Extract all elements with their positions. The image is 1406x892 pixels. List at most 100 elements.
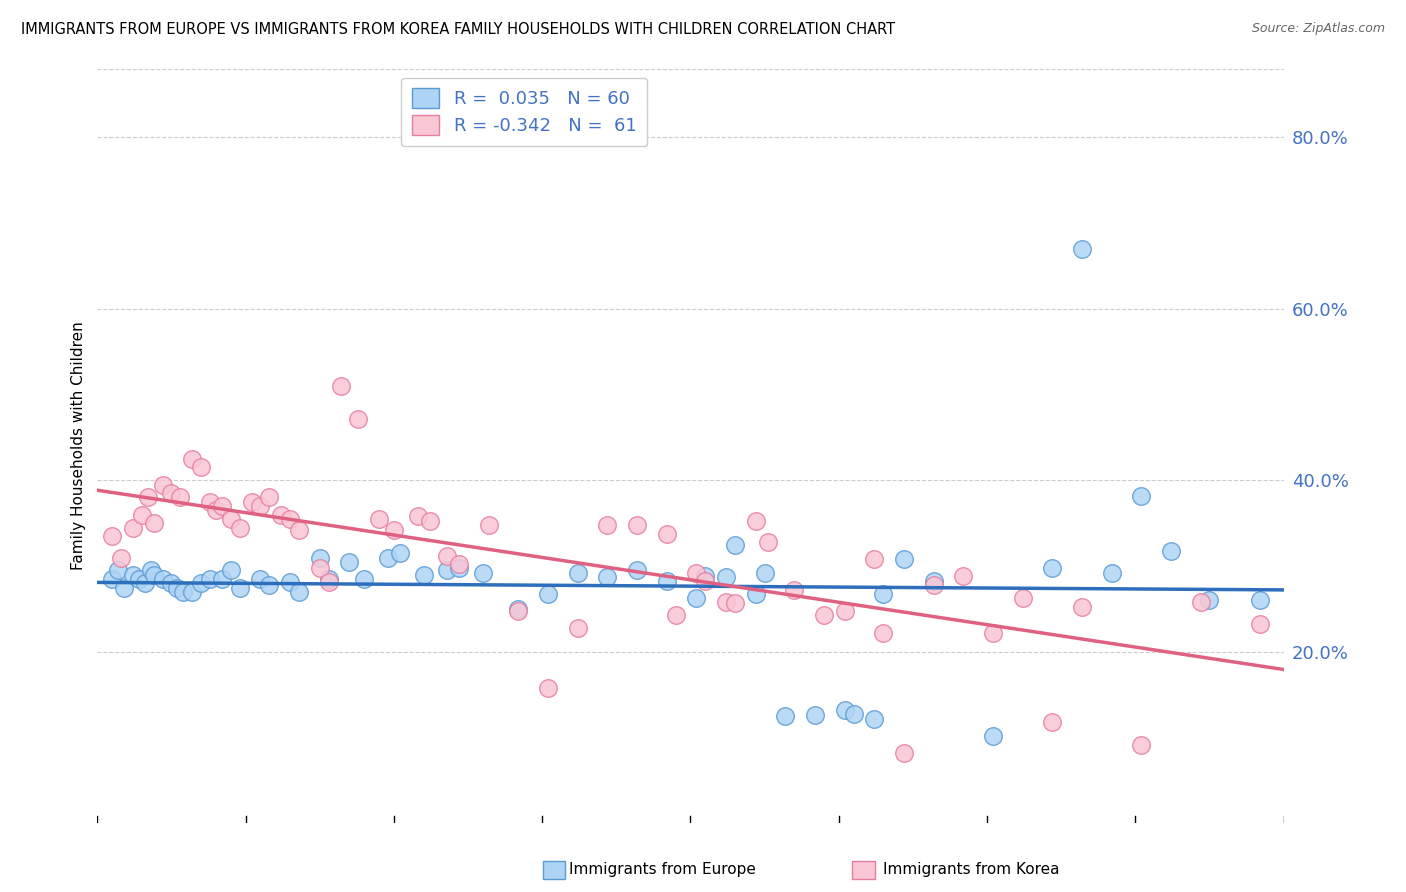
Point bbox=[695, 574, 717, 588]
Point bbox=[655, 526, 678, 541]
Point bbox=[142, 567, 165, 582]
Point bbox=[347, 411, 370, 425]
Point bbox=[952, 569, 974, 583]
Point bbox=[893, 552, 915, 566]
Point bbox=[685, 591, 707, 605]
Point bbox=[775, 709, 797, 723]
Point bbox=[166, 581, 188, 595]
Point bbox=[382, 523, 405, 537]
Point bbox=[198, 572, 221, 586]
Point bbox=[449, 558, 471, 572]
Point bbox=[278, 574, 301, 589]
Point bbox=[1198, 593, 1220, 607]
Y-axis label: Family Households with Children: Family Households with Children bbox=[72, 322, 86, 570]
Point bbox=[288, 523, 311, 537]
Point bbox=[228, 520, 250, 534]
Point bbox=[181, 585, 204, 599]
Point bbox=[152, 477, 174, 491]
Point bbox=[211, 572, 233, 586]
Point bbox=[449, 561, 471, 575]
Point bbox=[1160, 543, 1182, 558]
Point bbox=[754, 566, 776, 580]
Point bbox=[329, 379, 352, 393]
Point bbox=[152, 572, 174, 586]
Point bbox=[685, 566, 707, 580]
Point bbox=[190, 576, 212, 591]
Point bbox=[249, 572, 271, 586]
Point bbox=[863, 552, 886, 566]
Point bbox=[169, 491, 191, 505]
Point bbox=[219, 512, 242, 526]
Point bbox=[537, 586, 560, 600]
Point bbox=[471, 566, 494, 580]
Point bbox=[139, 563, 162, 577]
Point bbox=[596, 570, 619, 584]
Point bbox=[863, 712, 886, 726]
Point bbox=[508, 604, 530, 618]
Point bbox=[122, 567, 145, 582]
Point bbox=[181, 451, 204, 466]
Point bbox=[1011, 591, 1033, 605]
Point bbox=[308, 550, 330, 565]
Point bbox=[922, 578, 945, 592]
Point bbox=[418, 515, 440, 529]
Point bbox=[1101, 566, 1123, 580]
Point bbox=[695, 569, 717, 583]
Point bbox=[813, 607, 835, 622]
Point bbox=[1189, 595, 1212, 609]
Point bbox=[249, 499, 271, 513]
Point bbox=[783, 583, 806, 598]
Point bbox=[981, 626, 1004, 640]
Point bbox=[834, 604, 856, 618]
Point bbox=[537, 681, 560, 695]
Point bbox=[112, 581, 135, 595]
Point bbox=[160, 486, 183, 500]
Point bbox=[655, 574, 678, 588]
Point bbox=[1071, 242, 1094, 256]
Point bbox=[412, 567, 434, 582]
Point bbox=[893, 746, 915, 760]
Point bbox=[318, 572, 340, 586]
Point bbox=[478, 517, 501, 532]
Point bbox=[714, 570, 737, 584]
Point bbox=[1040, 561, 1063, 575]
Point bbox=[745, 586, 768, 600]
Point bbox=[259, 578, 281, 592]
Point bbox=[288, 585, 311, 599]
Point bbox=[339, 555, 361, 569]
Point bbox=[122, 520, 145, 534]
Point bbox=[308, 561, 330, 575]
Text: Source: ZipAtlas.com: Source: ZipAtlas.com bbox=[1251, 22, 1385, 36]
Text: Immigrants from Europe: Immigrants from Europe bbox=[569, 863, 756, 877]
Point bbox=[596, 517, 619, 532]
Point bbox=[1130, 489, 1153, 503]
Point bbox=[1249, 593, 1271, 607]
Point bbox=[190, 460, 212, 475]
Point bbox=[205, 503, 228, 517]
Point bbox=[172, 585, 194, 599]
Text: Immigrants from Korea: Immigrants from Korea bbox=[883, 863, 1060, 877]
Point bbox=[1040, 715, 1063, 730]
Point bbox=[567, 566, 589, 580]
Point bbox=[872, 586, 894, 600]
Point bbox=[665, 607, 688, 622]
Point bbox=[228, 581, 250, 595]
Point bbox=[626, 517, 648, 532]
Point bbox=[981, 729, 1004, 743]
Point bbox=[745, 515, 768, 529]
Point bbox=[388, 546, 411, 560]
Text: IMMIGRANTS FROM EUROPE VS IMMIGRANTS FROM KOREA FAMILY HOUSEHOLDS WITH CHILDREN : IMMIGRANTS FROM EUROPE VS IMMIGRANTS FRO… bbox=[21, 22, 896, 37]
Point bbox=[211, 499, 233, 513]
Point bbox=[219, 563, 242, 577]
Point bbox=[198, 495, 221, 509]
Point bbox=[142, 516, 165, 531]
Point bbox=[756, 535, 779, 549]
Point bbox=[368, 512, 391, 526]
Point bbox=[406, 509, 429, 524]
Point bbox=[353, 572, 375, 586]
Point bbox=[259, 491, 281, 505]
Point bbox=[724, 596, 747, 610]
Point bbox=[377, 550, 399, 565]
Point bbox=[626, 563, 648, 577]
Point bbox=[567, 621, 589, 635]
